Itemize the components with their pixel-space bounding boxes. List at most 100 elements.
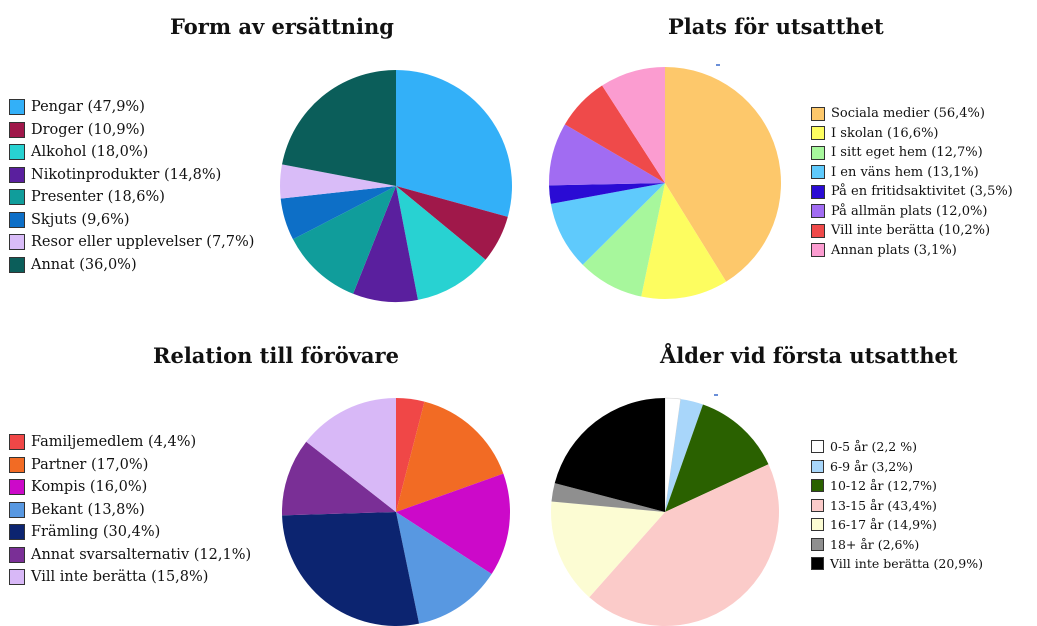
legend-entry: Pengar (47,9%) bbox=[9, 96, 254, 119]
legend-entry: På allmän plats (12,0%) bbox=[811, 202, 1013, 222]
pie-slice bbox=[589, 464, 780, 626]
legend-entry: I en väns hem (13,1%) bbox=[811, 163, 1013, 183]
legend-swatch bbox=[811, 459, 824, 473]
legend-swatch bbox=[9, 189, 25, 206]
legend-swatch bbox=[811, 243, 825, 258]
legend-label: Nikotinprodukter (14,8%) bbox=[31, 166, 222, 183]
pie-slice bbox=[396, 186, 508, 260]
legend-swatch bbox=[811, 440, 824, 454]
legend-entry: Annan plats (3,1%) bbox=[811, 241, 1013, 261]
decorative-dash bbox=[714, 394, 718, 396]
legend-swatch bbox=[9, 456, 25, 473]
legend-label: Partner (17,0%) bbox=[31, 456, 149, 473]
legend-label: Annat (36,0%) bbox=[31, 256, 137, 273]
legend-entry: 6-9 år (3,2%) bbox=[811, 457, 983, 477]
legend-swatch bbox=[9, 569, 25, 586]
legend-label: I sitt eget hem (12,7%) bbox=[831, 145, 983, 161]
pie-slice bbox=[396, 512, 492, 624]
legend-swatch bbox=[9, 256, 25, 273]
legend-label: 18+ år (2,6%) bbox=[830, 536, 920, 552]
pie-slice bbox=[665, 67, 781, 282]
legend-swatch bbox=[9, 99, 25, 116]
legend-label: I en väns hem (13,1%) bbox=[831, 164, 979, 180]
pie-slice bbox=[292, 186, 396, 294]
decorative-dash bbox=[716, 64, 720, 66]
pie-slice bbox=[549, 124, 665, 186]
pie-slice bbox=[554, 398, 665, 512]
pie-slice bbox=[664, 397, 682, 513]
legend-entry: Vill inte berätta (10,2%) bbox=[811, 221, 1013, 241]
legend-entry: Droger (10,9%) bbox=[9, 119, 254, 142]
chart-title-plats: Plats för utsatthet bbox=[668, 14, 884, 39]
legend-label: Alkohol (18,0%) bbox=[31, 144, 149, 161]
legend-label: Presenter (18,6%) bbox=[31, 189, 165, 206]
legend-swatch bbox=[811, 184, 825, 199]
legend-label: Skjuts (9,6%) bbox=[31, 211, 130, 228]
pie-slice bbox=[396, 401, 504, 512]
legend-entry: Skjuts (9,6%) bbox=[9, 209, 254, 232]
chart-title-relation: Relation till förövare bbox=[153, 343, 399, 368]
legend-swatch bbox=[9, 144, 25, 161]
legend-swatch bbox=[9, 234, 25, 251]
legend-swatch bbox=[9, 546, 25, 563]
legend-entry: 16-17 år (14,9%) bbox=[811, 515, 983, 535]
legend-entry: 18+ år (2,6%) bbox=[811, 535, 983, 555]
legend-label: Vill inte berätta (10,2%) bbox=[831, 223, 991, 239]
legend-swatch bbox=[811, 557, 824, 571]
legend-entry: Alkohol (18,0%) bbox=[9, 141, 254, 164]
legend-label: Vill inte berätta (15,8%) bbox=[31, 569, 209, 586]
legend-swatch bbox=[811, 537, 824, 551]
pie-slice bbox=[353, 186, 418, 302]
legend-entry: Vill inte berätta (15,8%) bbox=[9, 566, 251, 589]
legend-swatch bbox=[811, 223, 825, 238]
pie-slice bbox=[396, 473, 510, 575]
legend-label: Droger (10,9%) bbox=[31, 121, 146, 138]
legend-label: Kompis (16,0%) bbox=[31, 479, 148, 496]
pie-slice bbox=[396, 70, 513, 217]
legend-entry: Resor eller upplevelser (7,7%) bbox=[9, 231, 254, 254]
legend-label: 13-15 år (43,4%) bbox=[830, 497, 937, 513]
legend-entry: På en fritidsaktivitet (3,5%) bbox=[811, 182, 1013, 202]
legend-swatch bbox=[9, 524, 25, 541]
chart-title-form: Form av ersättning bbox=[170, 14, 394, 39]
pie-slice bbox=[306, 398, 396, 512]
legend-label: 0-5 år (2,2 %) bbox=[830, 439, 917, 455]
pie-slice bbox=[549, 183, 665, 204]
legend-swatch bbox=[811, 498, 824, 512]
pie-slice bbox=[282, 70, 396, 186]
legend-label: Pengar (47,9%) bbox=[31, 99, 145, 116]
legend-label: 6-9 år (3,2%) bbox=[830, 458, 914, 474]
legend-form: Pengar (47,9%) Droger (10,9%) Alkohol (18,… bbox=[9, 96, 254, 276]
legend-entry: Presenter (18,6%) bbox=[9, 186, 254, 209]
pie-slice bbox=[564, 85, 665, 183]
legend-alder: 0-5 år (2,2 %) 6-9 år (3,2%) 10-12 år (12,… bbox=[811, 437, 983, 574]
legend-entry: I sitt eget hem (12,7%) bbox=[811, 143, 1013, 163]
legend-swatch bbox=[811, 145, 825, 160]
legend-label: Resor eller upplevelser (7,7%) bbox=[31, 234, 255, 251]
legend-label: På en fritidsaktivitet (3,5%) bbox=[831, 184, 1013, 200]
legend-swatch bbox=[9, 434, 25, 451]
pie-slice bbox=[665, 399, 703, 512]
legend-swatch bbox=[811, 126, 825, 141]
legend-entry: Främling (30,4%) bbox=[9, 521, 251, 544]
legend-swatch bbox=[9, 166, 25, 183]
legend-swatch bbox=[811, 106, 825, 121]
pie-slice bbox=[282, 512, 420, 626]
legend-label: 16-17 år (14,9%) bbox=[830, 517, 937, 533]
pie-slice bbox=[551, 483, 665, 512]
legend-entry: Kompis (16,0%) bbox=[9, 476, 251, 499]
legend-entry: 10-12 år (12,7%) bbox=[811, 476, 983, 496]
legend-entry: Familjemedlem (4,4%) bbox=[9, 431, 251, 454]
legend-entry: Nikotinprodukter (14,8%) bbox=[9, 164, 254, 187]
pie-slice bbox=[396, 186, 486, 300]
legend-label: Vill inte berätta (20,9%) bbox=[830, 556, 983, 572]
legend-label: 10-12 år (12,7%) bbox=[830, 478, 937, 494]
legend-swatch bbox=[811, 518, 824, 532]
pie-slice bbox=[665, 404, 769, 512]
legend-entry: I skolan (16,6%) bbox=[811, 124, 1013, 144]
legend-relation: Familjemedlem (4,4%) Partner (17,0%) Kompi… bbox=[9, 431, 251, 589]
legend-entry: Vill inte berätta (20,9%) bbox=[811, 554, 983, 574]
